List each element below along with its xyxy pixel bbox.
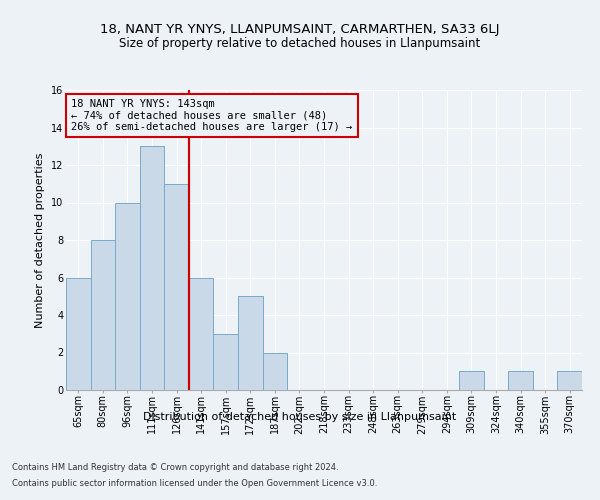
Bar [115, 202, 140, 390]
Bar [140, 146, 164, 390]
Text: 18, NANT YR YNYS, LLANPUMSAINT, CARMARTHEN, SA33 6LJ: 18, NANT YR YNYS, LLANPUMSAINT, CARMARTH… [100, 22, 500, 36]
Bar [508, 371, 533, 390]
Bar [164, 184, 189, 390]
Text: Size of property relative to detached houses in Llanpumsaint: Size of property relative to detached ho… [119, 38, 481, 51]
Bar [263, 352, 287, 390]
Y-axis label: Number of detached properties: Number of detached properties [35, 152, 45, 328]
Text: Contains public sector information licensed under the Open Government Licence v3: Contains public sector information licen… [12, 478, 377, 488]
Bar [91, 240, 115, 390]
Bar [459, 371, 484, 390]
Bar [238, 296, 263, 390]
Bar [91, 240, 115, 390]
Bar [66, 278, 91, 390]
Bar [214, 334, 238, 390]
Bar [263, 352, 287, 390]
Bar [214, 334, 238, 390]
Bar [140, 146, 164, 390]
Bar [508, 371, 533, 390]
Text: Distribution of detached houses by size in Llanpumsaint: Distribution of detached houses by size … [143, 412, 457, 422]
Bar [115, 202, 140, 390]
Bar [189, 278, 214, 390]
Bar [238, 296, 263, 390]
Text: 18 NANT YR YNYS: 143sqm
← 74% of detached houses are smaller (48)
26% of semi-de: 18 NANT YR YNYS: 143sqm ← 74% of detache… [71, 99, 352, 132]
Bar [557, 371, 582, 390]
Text: Contains HM Land Registry data © Crown copyright and database right 2024.: Contains HM Land Registry data © Crown c… [12, 464, 338, 472]
Bar [189, 278, 214, 390]
Bar [164, 184, 189, 390]
Bar [557, 371, 582, 390]
Bar [459, 371, 484, 390]
Bar [66, 278, 91, 390]
